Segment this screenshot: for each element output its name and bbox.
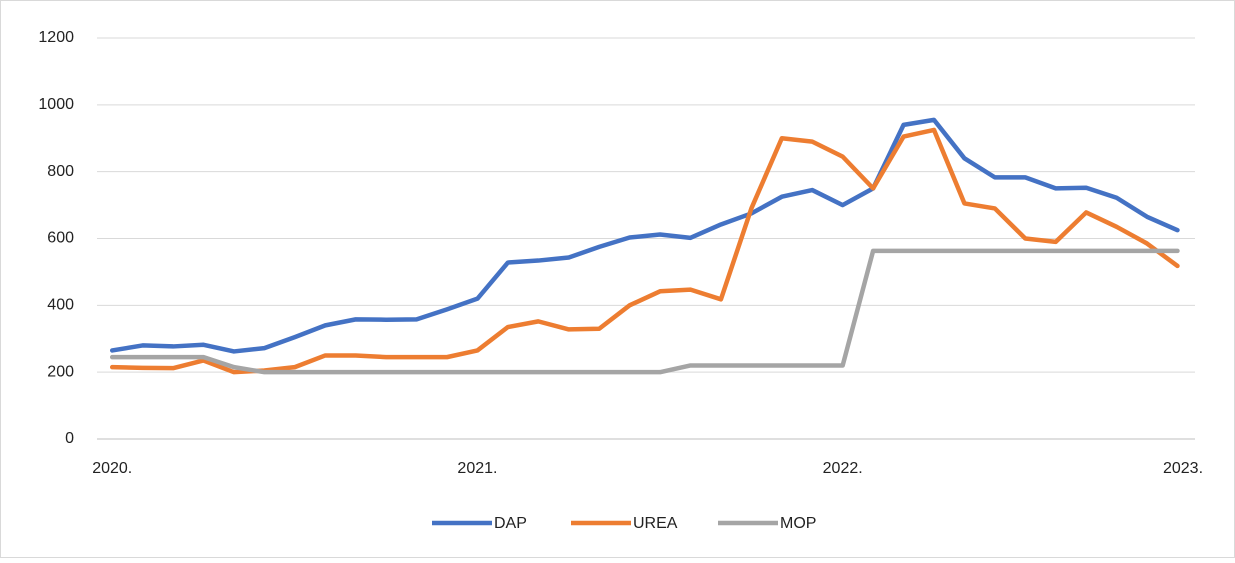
- y-tick-label: 0: [65, 430, 74, 447]
- y-tick-label: 1200: [38, 29, 74, 46]
- y-tick-label: 400: [47, 297, 74, 314]
- y-tick-label: 600: [47, 230, 74, 247]
- legend-label: DAP: [494, 515, 527, 532]
- legend-label: UREA: [633, 515, 678, 532]
- series-line: [109, 248, 1180, 375]
- series-line: [109, 127, 1180, 375]
- x-tick-label: 2023.: [1163, 460, 1203, 477]
- x-tick-label: 2020.: [92, 460, 132, 477]
- x-tick-label: 2021.: [457, 460, 497, 477]
- y-tick-label: 800: [47, 163, 74, 180]
- x-tick-label: 2022.: [823, 460, 863, 477]
- series-line: [109, 117, 1180, 354]
- legend-label: MOP: [780, 515, 816, 532]
- y-tick-label: 200: [47, 363, 74, 380]
- y-tick-label: 1000: [38, 96, 74, 113]
